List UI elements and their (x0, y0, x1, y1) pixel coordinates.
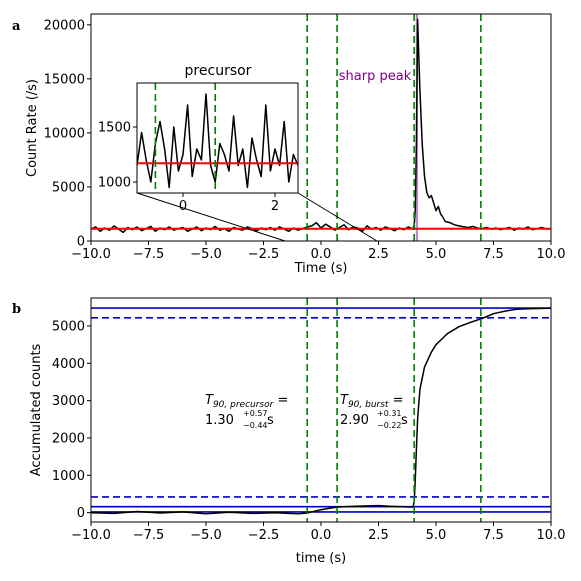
t90-precursor-annotation: T90, precursor = 1.30 +0.57 −0.44 s (205, 393, 288, 430)
panel-a-ylabel: Count Rate (/s) (25, 79, 40, 177)
panel-a-ytick-label-0: 0 (77, 235, 85, 250)
svg-text:s: s (401, 413, 408, 428)
panel-a-ytick-label-1: 5000 (52, 181, 85, 196)
panel-a-xtick-label-0: −10.0 (71, 247, 111, 262)
panel-b-ytick-label-5: 5000 (52, 320, 85, 335)
inset-plot-area (137, 83, 298, 193)
t90-burst-annotation: T90, burst = 2.90 +0.31 −0.22 s (340, 393, 408, 430)
panel-a-xtick-label-1: −7.5 (133, 247, 165, 262)
panel-b-series-0 (91, 307, 551, 515)
panel-a-series-0 (91, 18, 551, 234)
panel-a-xtick-label-4: 0.0 (311, 247, 332, 262)
svg-text:T90, burst =: T90, burst = (340, 393, 404, 410)
inset-title: precursor (185, 63, 252, 79)
panel-b-xtick-label-3: −2.5 (248, 528, 280, 543)
panel-a-xtick-label-3: −2.5 (248, 247, 280, 262)
inset-connector-right (297, 192, 378, 242)
panel-b-xtick-label-2: −5.0 (190, 528, 222, 543)
svg-text:1.30: 1.30 (205, 413, 234, 428)
panel-a-ytick-label-3: 15000 (44, 72, 85, 87)
panel-b-ylabel: Accumulated counts (29, 343, 44, 476)
panel-a-xtick-label-8: 10.0 (537, 247, 566, 262)
panel-b-axes: −10.0 −7.5 −5.0 −2.5 0.0 2.5 5.0 7.5 10.0 0 1000 20… (52, 320, 566, 543)
inset-ytick-label-0: 1000 (98, 176, 131, 191)
svg-text:+0.31: +0.31 (377, 409, 402, 418)
panel-b-xtick-label-4: 0.0 (311, 528, 332, 543)
inset-xtick-label-0: 0 (179, 199, 187, 214)
panel-b-xtick-label-0: −10.0 (71, 528, 111, 543)
panel-b-ytick-label-3: 3000 (52, 394, 85, 409)
panel-b-plot-area (91, 298, 551, 522)
panel-b: b −10.0 −7.5 −5.0 −2.5 0.0 2.5 5.0 7.5 10.0 0 1000… (12, 297, 566, 566)
panel-b-ytick-label-1: 1000 (52, 469, 85, 484)
panel-b-xtick-label-1: −7.5 (133, 528, 165, 543)
svg-text:2.90: 2.90 (340, 413, 369, 428)
panel-b-xtick-label-6: 5.0 (426, 528, 447, 543)
svg-text:−0.44: −0.44 (243, 421, 268, 430)
panel-a-ytick-label-4: 20000 (44, 18, 85, 33)
panel-b-ytick-label-4: 4000 (52, 357, 85, 372)
panel-a-xtick-label-2: −5.0 (190, 247, 222, 262)
inset-frame (136, 82, 299, 194)
panel-a-xlabel: Time (s) (294, 261, 348, 276)
panel-a-xtick-label-7: 7.5 (483, 247, 504, 262)
sharp-peak-annotation: sharp peak (339, 69, 412, 84)
panel-b-ytick-label-0: 0 (77, 506, 85, 521)
inset-axes: 0 2 1000 1500 (98, 121, 279, 214)
panel-b-xlabel: time (s) (296, 551, 346, 566)
inset-xtick-label-1: 2 (271, 199, 279, 214)
panel-a: a −10.0 −7.5 −5.0 −2.5 0.0 2.5 5.0 7.5 10.0 0 5000… (12, 13, 566, 276)
panel-a-xtick-label-5: 2.5 (368, 247, 389, 262)
panel-a-plot-area (91, 14, 551, 241)
precursor-inset: 0 2 1000 1500 precursor (98, 63, 299, 214)
panel-b-xtick-label-7: 7.5 (483, 528, 504, 543)
panel-b-xtick-label-8: 10.0 (537, 528, 566, 543)
inset-connector-left (136, 192, 286, 242)
svg-text:−0.22: −0.22 (377, 421, 402, 430)
panel-b-label: b (12, 302, 21, 317)
inset-ytick-label-1: 1500 (98, 121, 131, 136)
svg-text:T90, precursor =: T90, precursor = (205, 393, 288, 410)
panel-b-ytick-label-2: 2000 (52, 432, 85, 447)
panel-a-xtick-label-6: 5.0 (426, 247, 447, 262)
panel-a-label: a (12, 19, 21, 34)
panel-b-frame (90, 297, 552, 523)
svg-text:+0.57: +0.57 (243, 409, 268, 418)
svg-text:s: s (267, 413, 274, 428)
panel-a-axes: −10.0 −7.5 −5.0 −2.5 0.0 2.5 5.0 7.5 10.0 0 5000 10… (44, 18, 566, 262)
panel-a-ytick-label-2: 10000 (44, 126, 85, 141)
panel-b-xtick-label-5: 2.5 (368, 528, 389, 543)
